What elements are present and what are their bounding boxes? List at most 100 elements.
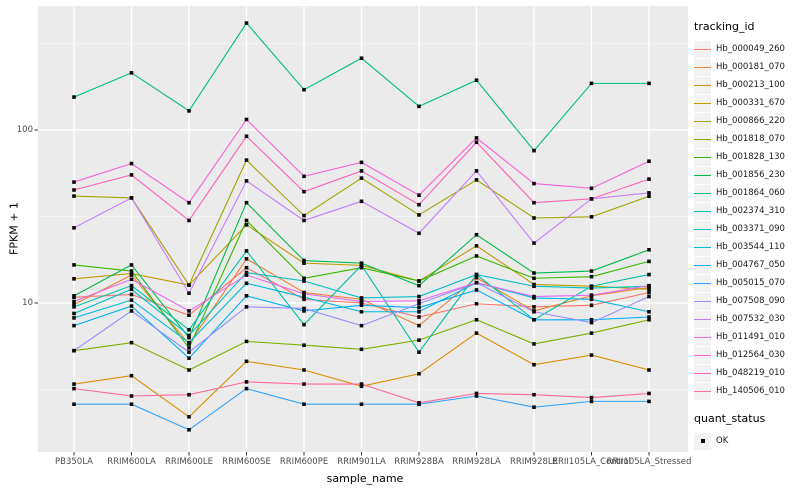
- legend-item: Hb_011491_010: [694, 328, 800, 346]
- legend-key-swatch: [694, 94, 711, 112]
- y-axis-title: FPKM + 1: [7, 202, 21, 255]
- data-point: [589, 286, 594, 290]
- legend-key-swatch: [694, 76, 711, 94]
- legend-item: Hb_004767_050: [694, 256, 800, 274]
- data-point: [417, 315, 421, 319]
- legend-item-label: Hb_007508_090: [716, 296, 785, 306]
- legend-item: Hb_003371_090: [694, 220, 800, 238]
- data-point: [302, 213, 306, 218]
- data-point: [72, 311, 76, 316]
- legend-key-swatch: [694, 184, 711, 202]
- legend-key-line-icon: [694, 300, 711, 302]
- legend-key-swatch: [694, 40, 711, 58]
- y-tick-label: 10: [22, 298, 33, 308]
- legend-key-line-icon: [694, 174, 711, 176]
- data-point: [417, 338, 421, 342]
- x-tick-label: RRII105LA_Stressed: [606, 457, 692, 467]
- data-point: [589, 274, 594, 279]
- data-point: [187, 392, 191, 397]
- data-point: [474, 169, 479, 173]
- x-tick-label: RRIM600SE: [222, 457, 271, 467]
- legend-item: Hb_000866_220: [694, 112, 800, 130]
- legend-item: Hb_003544_110: [694, 238, 800, 256]
- data-point: [589, 399, 594, 404]
- legend-key-swatch: [694, 292, 711, 310]
- data-point: [589, 395, 594, 400]
- data-point: [417, 202, 421, 207]
- legend-key-line-icon: [694, 120, 711, 122]
- legend-key-line-icon: [694, 228, 711, 230]
- legend-item: Hb_001818_070: [694, 130, 800, 148]
- x-axis-title: sample_name: [326, 472, 404, 485]
- data-point: [532, 342, 536, 346]
- data-point: [302, 402, 306, 407]
- data-point: [72, 305, 76, 309]
- data-point: [129, 298, 134, 302]
- data-point: [129, 287, 134, 292]
- legend-item: Hb_002374_310: [694, 202, 800, 220]
- x-tick-label: RRII105LA_Control: [552, 457, 631, 467]
- legend-key-line-icon: [694, 354, 711, 356]
- legend-key-line-icon: [694, 282, 711, 284]
- data-point: [72, 194, 76, 198]
- data-point: [302, 174, 306, 179]
- data-point: [244, 339, 249, 344]
- data-point: [129, 161, 134, 166]
- data-point: [417, 371, 421, 376]
- data-point: [532, 309, 536, 314]
- legend-item: Hb_001828_130: [694, 148, 800, 166]
- data-point: [532, 181, 536, 186]
- data-point: [302, 295, 306, 300]
- data-point: [647, 272, 651, 277]
- data-point: [417, 301, 421, 306]
- legend-item-label: Hb_004767_050: [716, 260, 785, 270]
- legend-key-swatch: [694, 202, 711, 220]
- data-point: [187, 346, 191, 350]
- data-point: [244, 359, 249, 364]
- data-point: [647, 290, 651, 295]
- data-point: [532, 241, 536, 245]
- data-point: [532, 294, 536, 299]
- legend-item-label: Hb_000049_260: [716, 44, 785, 54]
- legend: tracking_id Hb_000049_260 Hb_000181_070 Hb…: [694, 20, 800, 450]
- data-point: [72, 226, 76, 230]
- legend-key-line-icon: [694, 66, 711, 68]
- data-point: [647, 287, 651, 292]
- legend-key-line-icon: [694, 246, 711, 248]
- data-point: [129, 394, 134, 398]
- data-point: [532, 405, 536, 409]
- quant-legend-item: OK: [694, 432, 800, 450]
- data-point: [72, 316, 76, 320]
- data-point: [647, 317, 651, 322]
- x-tick-label: RRIM600PE: [279, 457, 329, 467]
- data-point: [244, 249, 249, 253]
- data-point: [589, 186, 594, 191]
- data-point: [359, 176, 364, 180]
- data-point: [647, 368, 651, 372]
- quant-legend-entries: OK: [694, 432, 800, 450]
- data-point: [474, 394, 479, 398]
- quant-key-swatch: [694, 432, 711, 450]
- data-point: [474, 232, 479, 237]
- x-tick-label: RRIM600LE: [165, 457, 213, 467]
- legend-key-swatch: [694, 274, 711, 292]
- data-point: [187, 333, 191, 338]
- data-point: [647, 309, 651, 314]
- data-point: [417, 213, 421, 217]
- data-point: [187, 356, 191, 360]
- data-point: [302, 276, 306, 281]
- legend-key-swatch: [694, 166, 711, 184]
- data-point: [302, 368, 306, 372]
- legend-key-swatch: [694, 382, 711, 400]
- data-point: [129, 292, 134, 297]
- data-point: [129, 277, 134, 282]
- data-point: [302, 297, 306, 302]
- data-point: [589, 269, 594, 273]
- data-point: [474, 140, 479, 145]
- data-point: [244, 117, 249, 122]
- data-point: [417, 294, 421, 299]
- data-point: [589, 317, 594, 322]
- data-point: [647, 259, 651, 264]
- data-point: [244, 179, 249, 183]
- data-point: [474, 280, 479, 285]
